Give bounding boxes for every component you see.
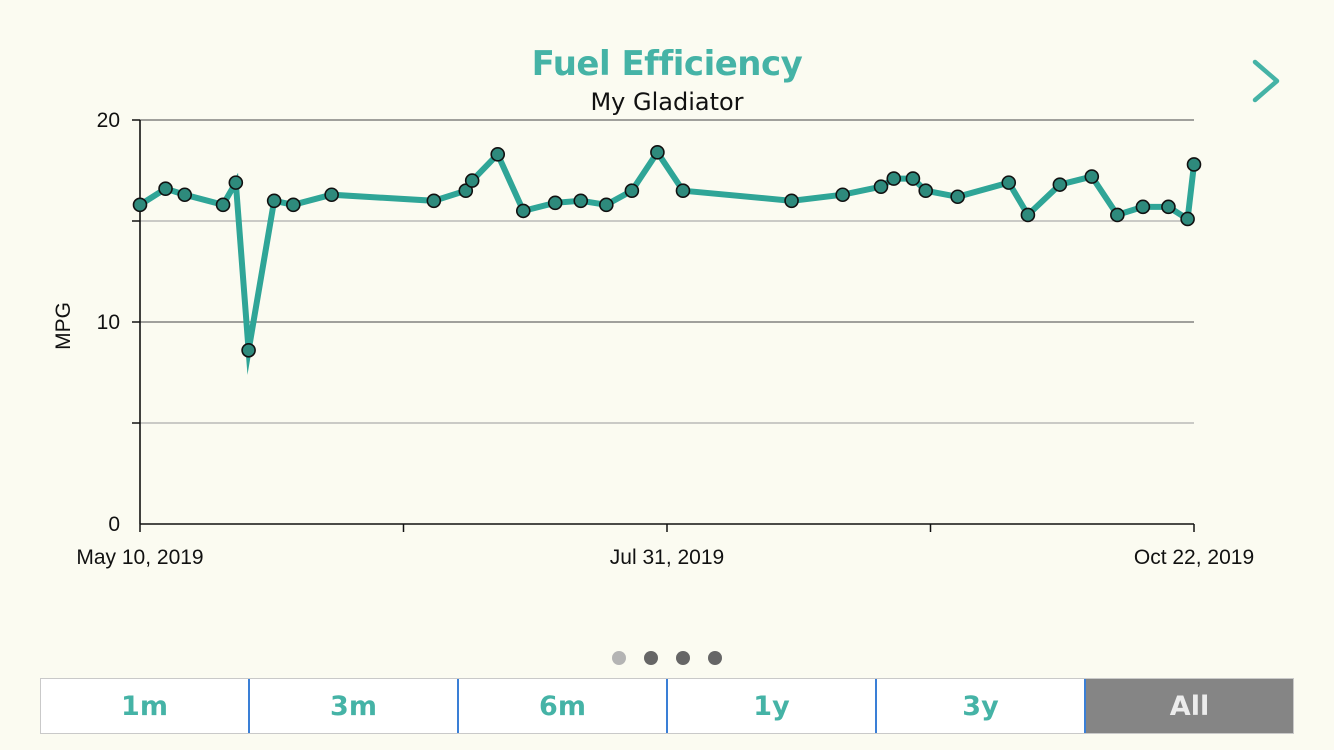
range-button-1y[interactable]: 1y	[668, 679, 877, 733]
page-dot[interactable]	[612, 651, 626, 665]
range-button-6m[interactable]: 6m	[459, 679, 668, 733]
x-tick-label: May 10, 2019	[76, 546, 203, 569]
data-point	[886, 171, 902, 186]
data-point	[1135, 199, 1151, 215]
chevron-right-icon	[1252, 59, 1280, 103]
data-point	[873, 179, 889, 194]
y-tick-label: 10	[97, 311, 120, 334]
y-tick-label: 20	[97, 109, 120, 132]
data-point	[1186, 157, 1202, 172]
chart-subtitle: My Gladiator	[590, 88, 744, 116]
data-point	[458, 183, 474, 198]
y-tick-label: 0	[108, 513, 120, 536]
chart-title: Fuel Efficiency	[531, 44, 803, 84]
data-point	[599, 197, 614, 213]
data-point	[1084, 169, 1100, 184]
time-range-selector: 1m 3m 6m 1y 3y All	[40, 678, 1294, 734]
data-point	[950, 189, 965, 205]
range-button-all[interactable]: All	[1086, 679, 1293, 733]
data-point	[573, 193, 589, 209]
data-point	[177, 187, 193, 203]
data-point	[784, 193, 799, 209]
page-dot[interactable]	[644, 651, 658, 665]
data-point	[1020, 207, 1036, 223]
data-point	[228, 175, 244, 190]
data-point	[241, 342, 256, 358]
data-point	[1052, 177, 1068, 192]
range-button-3y[interactable]: 3y	[877, 679, 1086, 733]
fuel-efficiency-series-line	[138, 146, 1197, 375]
data-point	[1001, 175, 1017, 190]
fuel-efficiency-chart: 0 10 20 MPG May 10, 2019 Jul 31, 2019 Oct 22, …	[52, 109, 1254, 569]
page-indicator	[0, 651, 1334, 667]
data-point	[905, 171, 921, 186]
next-chart-button[interactable]	[1240, 56, 1290, 106]
data-point	[624, 183, 640, 198]
data-point	[1110, 207, 1125, 223]
data-point	[286, 197, 301, 213]
data-point	[490, 147, 506, 162]
data-point	[1180, 211, 1195, 227]
page-dot[interactable]	[676, 651, 690, 665]
x-tick-label: Oct 22, 2019	[1134, 546, 1254, 569]
data-point	[547, 195, 563, 211]
data-point	[515, 203, 531, 219]
range-button-3m[interactable]: 3m	[250, 679, 459, 733]
page-dot[interactable]	[708, 651, 722, 665]
y-axis-label: MPG	[52, 302, 75, 350]
data-point	[650, 145, 665, 160]
data-point	[215, 197, 231, 213]
data-point	[158, 181, 173, 196]
x-tick-label: Jul 31, 2019	[610, 546, 724, 569]
data-point	[835, 187, 850, 203]
data-point	[324, 187, 339, 203]
range-button-1m[interactable]: 1m	[41, 679, 250, 733]
data-point	[675, 183, 691, 198]
data-point	[464, 173, 480, 188]
data-point	[426, 193, 442, 209]
data-point	[918, 183, 934, 198]
data-point	[1161, 199, 1176, 215]
data-point	[266, 193, 282, 209]
data-point	[132, 197, 148, 213]
